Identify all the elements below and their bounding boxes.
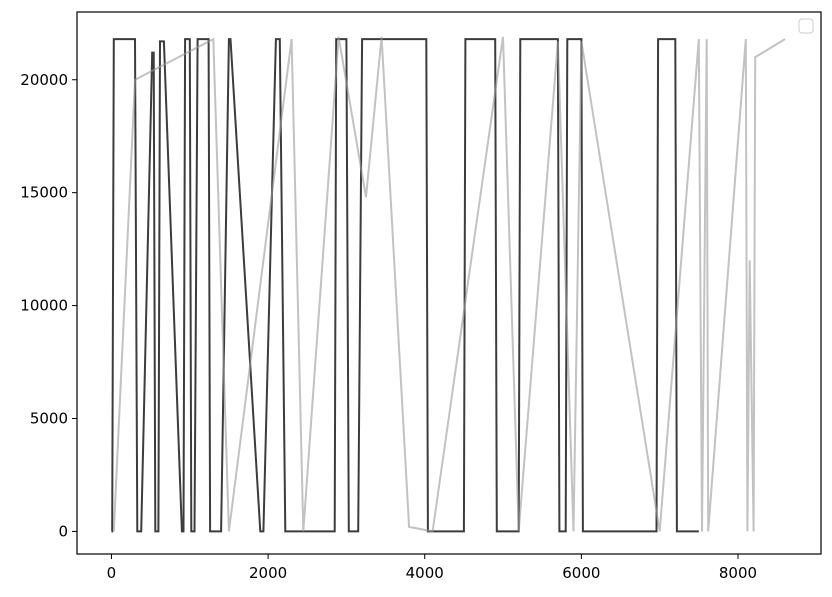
x-tick-label: 8000 [719,564,757,582]
y-tick-label: 5000 [30,410,68,428]
series-line-1 [112,36,786,533]
x-tick-label: 4000 [406,564,444,582]
legend-box [798,18,814,34]
x-tick-label: 2000 [249,564,287,582]
series-line-0 [111,38,699,533]
y-tick-label: 15000 [20,184,68,202]
x-tick-label: 0 [107,564,117,582]
series-layer [111,36,786,533]
axes-frame [76,11,822,555]
x-axis-ticks: 0 2000 4000 6000 8000 [107,554,757,582]
y-tick-label: 0 [58,522,68,540]
y-tick-label: 10000 [20,297,68,315]
x-tick-label: 6000 [562,564,600,582]
y-axis-ticks: 0 5000 10000 15000 20000 [20,71,77,540]
y-tick-label: 20000 [20,71,68,89]
